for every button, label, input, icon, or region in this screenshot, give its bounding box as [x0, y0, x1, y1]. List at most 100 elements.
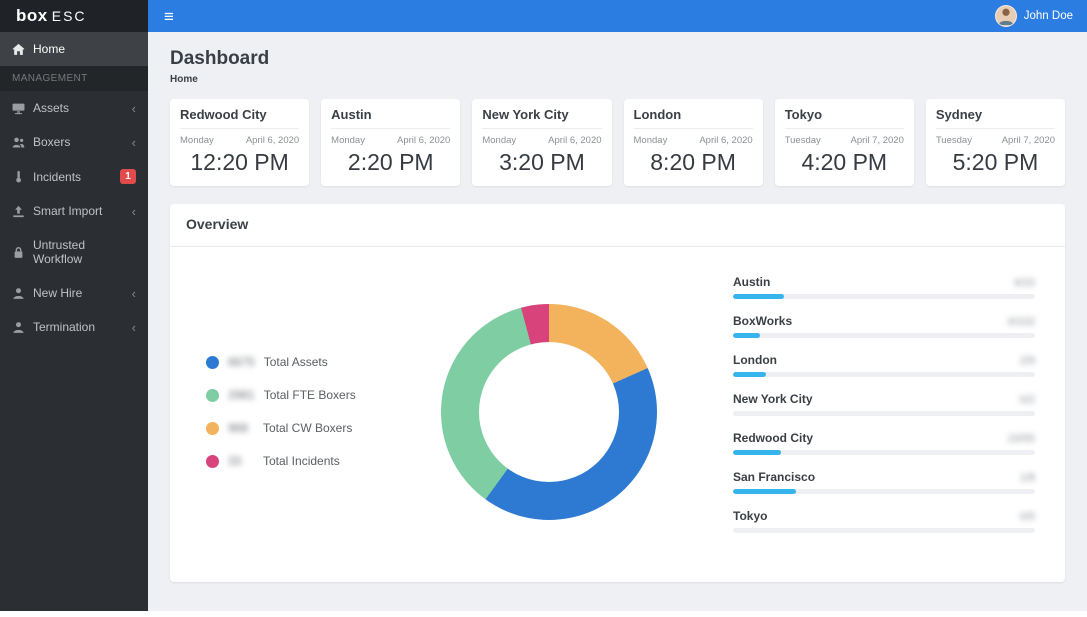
legend-label: Total CW Boxers — [263, 421, 353, 435]
chevron-left-icon: ‹ — [131, 134, 136, 150]
sidebar-item-boxers[interactable]: Boxers ‹ — [0, 125, 148, 159]
clock-time: 12:20 PM — [190, 149, 289, 175]
sidebar-item-assets[interactable]: Assets ‹ — [0, 91, 148, 125]
overview-title: Overview — [186, 216, 249, 232]
progress-row-tokyo: Tokyo 0/5 — [733, 509, 1035, 533]
progress-label: Tokyo — [733, 509, 768, 523]
sidebar-item-label: Smart Import — [33, 204, 103, 218]
sidebar-item-label: Incidents — [33, 169, 82, 184]
legend-label: Total Incidents — [263, 454, 340, 468]
sidebar-item-label: Boxers — [33, 135, 71, 149]
progress-fill — [733, 450, 782, 455]
progress-row-london: London 2/9 — [733, 353, 1035, 377]
clock-card-redwood-city: Redwood City Monday April 6, 2020 12:20 … — [170, 99, 310, 186]
home-icon — [12, 43, 25, 56]
clock-date: April 6, 2020 — [245, 135, 300, 146]
clock-day: Tuesday — [784, 135, 821, 146]
lock-icon — [12, 246, 25, 259]
clock-time: 5:20 PM — [952, 149, 1039, 175]
main-content: Dashboard Home Redwood City Monday April… — [148, 32, 1087, 611]
clock-time: 4:20 PM — [801, 149, 888, 175]
sidebar-item-new-hire[interactable]: New Hire ‹ — [0, 276, 148, 310]
legend-item-total-assets: 6675 Total Assets — [206, 355, 401, 369]
progress-value: 4/102 — [1007, 316, 1035, 328]
brand-logo[interactable]: box ESC — [0, 0, 148, 32]
progress-row-boxworks: BoxWorks 4/102 — [733, 314, 1035, 338]
progress-fill — [733, 372, 767, 377]
clock-card-austin: Austin Monday April 6, 2020 2:20 PM — [321, 99, 461, 186]
sidebar-item-label: New Hire — [33, 286, 83, 300]
progress-track — [733, 411, 1035, 416]
donut-chart-wrap — [441, 303, 657, 520]
legend-value: 33 — [228, 454, 242, 468]
clock-city: New York City — [482, 107, 602, 129]
sidebar-item-label: Termination — [33, 320, 96, 334]
progress-track — [733, 450, 1035, 455]
progress-label: Austin — [733, 275, 771, 289]
progress-value: 0/5 — [1019, 511, 1035, 523]
clock-day: Monday — [633, 135, 668, 146]
progress-track — [733, 489, 1035, 494]
legend-dot — [206, 421, 219, 435]
clock-date: April 6, 2020 — [397, 135, 451, 146]
progress-fill — [733, 489, 797, 494]
clock-day: Monday — [482, 135, 517, 146]
clock-card-london: London Monday April 6, 2020 8:20 PM — [623, 99, 763, 186]
logo-box-text: box — [16, 6, 48, 25]
progress-track — [733, 372, 1035, 377]
chevron-left-icon: ‹ — [131, 319, 136, 335]
chevron-left-icon: ‹ — [131, 285, 136, 301]
sidebar-item-untrusted-workflow[interactable]: Untrusted Workflow — [0, 228, 148, 276]
users-icon — [12, 136, 25, 149]
legend-dot — [206, 454, 219, 468]
donut-legend: 6675 Total Assets 2981 Total FTE Boxers … — [206, 336, 401, 487]
progress-track — [733, 333, 1035, 338]
breadcrumb: Home — [170, 74, 198, 85]
progress-value: 4/15 — [1013, 277, 1035, 289]
progress-fill — [733, 294, 785, 299]
clock-city: Redwood City — [180, 107, 300, 129]
clock-card-tokyo: Tokyo Tuesday April 7, 2020 4:20 PM — [774, 99, 914, 186]
progress-label: New York City — [733, 392, 813, 406]
sidebar-item-smart-import[interactable]: Smart Import ‹ — [0, 194, 148, 228]
overview-card: Overview 6675 Total Assets 2981 To — [170, 204, 1065, 582]
legend-item-total-incidents: 33 Total Incidents — [206, 454, 401, 468]
progress-row-san-francisco: San Francisco 1/8 — [733, 470, 1035, 494]
hamburger-menu-icon[interactable]: ≡ — [164, 6, 174, 26]
chevron-left-icon: ‹ — [131, 203, 136, 219]
sidebar-item-label: Home — [33, 42, 66, 56]
clock-date: April 6, 2020 — [548, 135, 602, 146]
top-header-bar: box ESC ≡ John Doe — [0, 0, 1087, 32]
sidebar-item-termination[interactable]: Termination ‹ — [0, 310, 148, 344]
logo-esc-text: ESC — [51, 8, 87, 24]
clock-card-sydney: Sydney Tuesday April 7, 2020 5:20 PM — [925, 99, 1066, 186]
progress-label: San Francisco — [733, 470, 816, 484]
desktop-icon — [12, 102, 25, 115]
progress-value: 0/2 — [1019, 394, 1035, 406]
legend-label: Total Assets — [263, 355, 328, 369]
clock-city: London — [633, 107, 753, 129]
donut-hole — [479, 341, 619, 482]
sidebar-item-incidents[interactable]: Incidents 1 — [0, 159, 148, 194]
clock-day: Monday — [180, 135, 214, 146]
legend-value: 6675 — [228, 355, 255, 369]
upload-icon — [12, 205, 25, 218]
legend-value: 968 — [228, 421, 249, 435]
progress-row-new-york-city: New York City 0/2 — [733, 392, 1035, 416]
legend-label: Total FTE Boxers — [263, 388, 356, 402]
progress-label: Redwood City — [733, 431, 813, 445]
location-progress-list: Austin 4/15 BoxWorks 4/102 — [733, 275, 1035, 548]
user-name: John Doe — [1023, 10, 1073, 22]
sidebar-item-label: Assets — [33, 101, 70, 115]
chevron-left-icon: ‹ — [131, 100, 136, 116]
sidebar-section-management: MANAGEMENT — [0, 66, 148, 91]
progress-label: London — [733, 353, 777, 367]
user-icon — [12, 321, 25, 334]
clock-time: 8:20 PM — [650, 149, 736, 175]
world-clock-row: Redwood City Monday April 6, 2020 12:20 … — [170, 99, 1066, 186]
progress-value: 15/55 — [1007, 433, 1035, 445]
user-menu[interactable]: John Doe — [994, 5, 1087, 27]
sidebar-item-home[interactable]: Home — [0, 32, 148, 66]
progress-track — [733, 528, 1035, 533]
